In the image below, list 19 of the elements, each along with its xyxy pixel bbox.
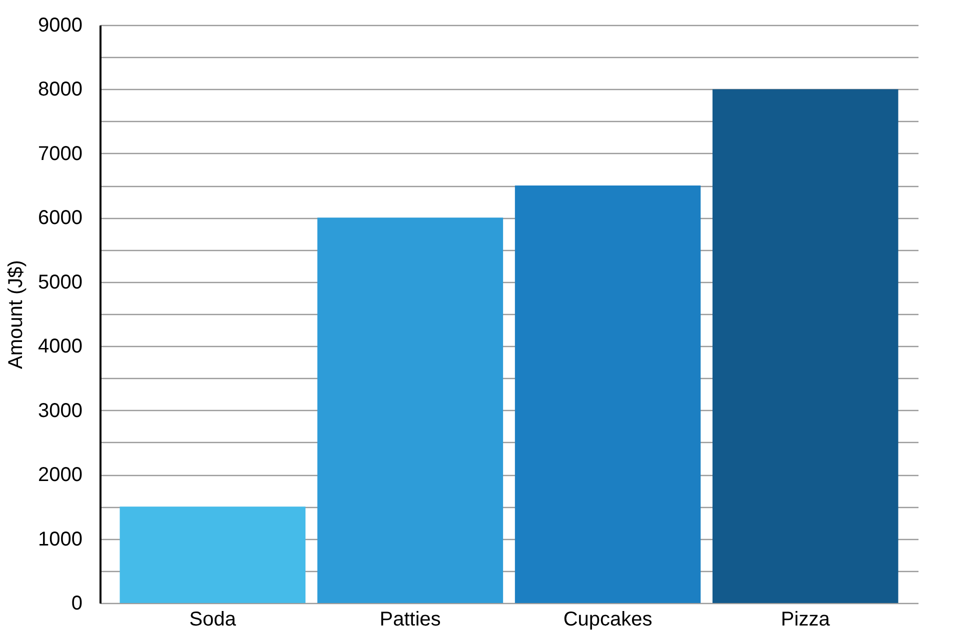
y-tick-label: 3000 [38, 400, 82, 422]
y-tick-label: 5000 [38, 271, 82, 294]
y-tick-label: 7000 [38, 142, 82, 165]
bar [120, 506, 306, 603]
x-tick-label: Pizza [780, 608, 831, 630]
x-tick-label: Patties [380, 608, 441, 630]
bar [317, 218, 504, 603]
bar [514, 186, 701, 603]
y-axis-title: Amount (J$) [5, 260, 28, 369]
x-tick-label: Soda [189, 608, 237, 630]
y-tick-label: 1000 [38, 528, 82, 550]
y-tick-label: 8000 [38, 78, 82, 101]
x-tick-label: Cupcakes [563, 608, 652, 630]
y-tick-label: 6000 [38, 207, 82, 230]
y-tick-label: 2000 [38, 464, 82, 486]
y-tick-label: 9000 [38, 14, 82, 36]
y-tick-label: 4000 [38, 336, 82, 358]
y-tick-label: 0 [71, 592, 82, 614]
bar [712, 89, 898, 603]
